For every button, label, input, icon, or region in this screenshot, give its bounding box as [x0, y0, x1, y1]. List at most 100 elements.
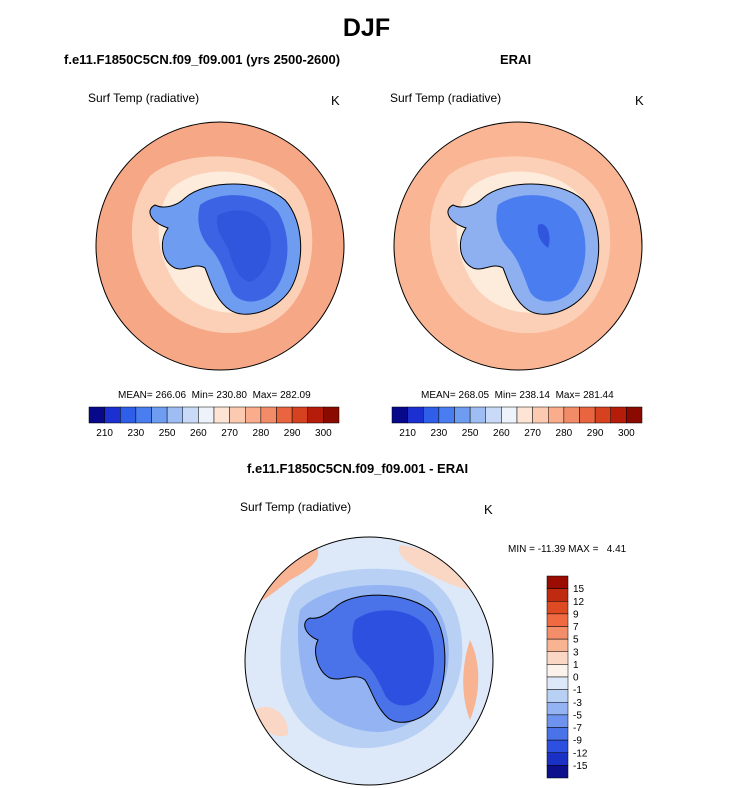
colorbar2-swatch: [610, 406, 627, 424]
colorbar1-tick-label: 280: [253, 428, 270, 439]
map1-antarctica-core: [216, 210, 271, 282]
colorbar2-tick-label: 250: [462, 428, 479, 439]
colorbar2-swatch: [532, 406, 549, 424]
colorbar3-swatch: [546, 676, 569, 690]
panel3-variable-label: Surf Temp (radiative): [240, 500, 352, 514]
colorbar1-swatch: [245, 406, 262, 424]
colorbar2-tick-label: 290: [587, 428, 604, 439]
colorbar2-swatch: [407, 406, 424, 424]
colorbar1-tick-label: 300: [315, 428, 332, 439]
colorbar3-swatch: [546, 638, 569, 652]
colorbar-panel1: 210 230 250 260 270 280 290 300: [88, 406, 340, 439]
panel3-units-label: K: [484, 502, 493, 517]
colorbar3-tick-label: -1: [573, 685, 582, 696]
colorbar2-swatch: [423, 406, 440, 424]
panel2-min-value: 238.14: [519, 390, 550, 401]
panel2-mean-value: 268.05: [458, 390, 490, 401]
colorbar3-tick-label: -3: [573, 698, 582, 709]
colorbar3-tick-label: 1: [573, 660, 579, 671]
colorbar1-tick-label: 210: [96, 428, 113, 439]
panel2-max-value: 281.44: [583, 390, 614, 401]
colorbar3-tick-label: 15: [573, 584, 585, 595]
colorbar3-swatch: [546, 752, 569, 766]
colorbar3-swatch: [546, 651, 569, 665]
panel3-case-title: f.e11.F1850C5CN.f09_f09.001 - ERAI: [247, 461, 469, 476]
colorbar1-swatch: [276, 406, 293, 424]
colorbar3-swatch: [546, 575, 569, 589]
colorbar2-swatch: [579, 406, 596, 424]
colorbar3-tick-label: 0: [573, 673, 579, 684]
colorbar1-swatch: [135, 406, 152, 424]
colorbar1-swatch: [104, 406, 121, 424]
map-panel2: [394, 122, 642, 370]
colorbar2-swatch: [563, 406, 580, 424]
map3-warm-patch-sw: [255, 706, 289, 737]
map-panel3: [245, 537, 493, 785]
colorbar3-tick-label: -9: [573, 736, 582, 747]
colorbar2-tick-label: 270: [524, 428, 541, 439]
panel1-units-label: K: [331, 93, 340, 108]
colorbar3-swatch: [546, 765, 569, 779]
colorbar1-tick-label: 260: [190, 428, 207, 439]
panel3-minmax-label: MIN = -11.39 MAX = 4.41: [508, 544, 627, 555]
map3-frame: [244, 536, 494, 786]
colorbar1-swatch: [260, 406, 277, 424]
colorbar1-swatch: [120, 406, 137, 424]
colorbar3-swatch: [546, 626, 569, 640]
colorbar3-tick-label: -7: [573, 723, 582, 734]
colorbar1-swatch: [229, 406, 246, 424]
panel1-max-value: 282.09: [280, 390, 311, 401]
panel1-stats: MEAN= 266.06 Min= 230.80 Max= 282.09: [118, 390, 311, 401]
colorbar2-swatch: [594, 406, 611, 424]
colorbar2-tick-label: 260: [493, 428, 510, 439]
colorbar2-swatch: [454, 406, 471, 424]
colorbar1-tick-label: 290: [284, 428, 301, 439]
colorbar2-swatch: [469, 406, 486, 424]
panel2-units-label: K: [635, 93, 644, 108]
colorbar2-tick-label: 280: [556, 428, 573, 439]
panel2-case-title: ERAI: [500, 52, 532, 67]
colorbar3-tick-label: -15: [573, 761, 588, 772]
map1-coastline: [149, 183, 302, 315]
colorbar3-tick-label: -5: [573, 710, 582, 721]
colorbar2-swatch: [548, 406, 565, 424]
map3-antarctica-core: [352, 610, 435, 706]
map3-coastline: [304, 594, 446, 723]
colorbar3-swatch: [546, 601, 569, 615]
colorbar-panel2: 210 230 250 260 270 280 290 300: [391, 406, 643, 439]
colorbar3-swatch: [546, 613, 569, 627]
colorbar1-swatch: [291, 406, 308, 424]
colorbar1-swatch: [166, 406, 183, 424]
colorbar1-swatch: [198, 406, 215, 424]
map3-warm-patch-ne: [398, 545, 475, 590]
panel1-min-value: 230.80: [216, 390, 247, 401]
colorbar1-swatch: [151, 406, 168, 424]
colorbar3-swatch: [546, 727, 569, 741]
colorbar2-swatch: [391, 406, 408, 424]
colorbar1-swatch: [307, 406, 324, 424]
colorbar3-tick-label: 12: [573, 597, 585, 608]
colorbar1-swatch: [323, 406, 340, 424]
colorbar2-tick-label: 230: [431, 428, 448, 439]
colorbar1-tick-label: 270: [221, 428, 238, 439]
colorbar3-swatch: [546, 714, 569, 728]
map3-warm-patch-e: [463, 640, 479, 720]
colorbar2-tick-label: 300: [618, 428, 635, 439]
colorbar3-tick-label: -12: [573, 748, 588, 759]
panel1-case-title: f.e11.F1850C5CN.f09_f09.001 (yrs 2500-26…: [64, 52, 341, 67]
panel2-stats: MEAN= 268.05 Min= 238.14 Max= 281.44: [421, 390, 614, 401]
map2-antarctica-interior: [496, 195, 586, 302]
page-title: DJF: [342, 14, 391, 42]
colorbar3-swatch: [546, 739, 569, 753]
colorbar1-tick-label: 230: [128, 428, 145, 439]
map2-coastline: [447, 183, 600, 315]
colorbar3-swatch: [546, 702, 569, 716]
map2-frame: [393, 121, 643, 371]
colorbar3-tick-label: 5: [573, 635, 579, 646]
colorbar2-tick-label: 210: [399, 428, 416, 439]
colorbar3-swatch: [546, 588, 569, 602]
colorbar2-swatch: [485, 406, 502, 424]
panel2-variable-label: Surf Temp (radiative): [390, 91, 502, 105]
colorbar3-swatch: [546, 664, 569, 678]
